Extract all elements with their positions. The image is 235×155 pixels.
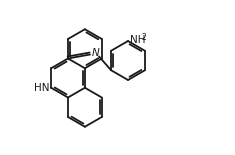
Text: NH: NH bbox=[130, 35, 145, 45]
Text: N: N bbox=[92, 49, 100, 58]
Text: 2: 2 bbox=[142, 33, 147, 42]
Text: HN: HN bbox=[34, 83, 49, 93]
